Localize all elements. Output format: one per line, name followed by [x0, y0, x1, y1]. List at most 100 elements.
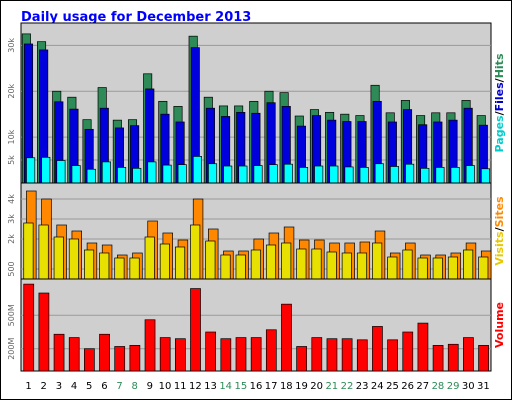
traffic-tick-label: 5k: [7, 155, 16, 165]
day-label-11: 11: [174, 381, 187, 392]
traffic-bar-pages-day-29: [450, 167, 460, 184]
visits-tick-label: 4k: [7, 194, 16, 204]
visits-bar-sites-day-30: [463, 249, 474, 280]
volume-bar-volume-day-4: [68, 337, 80, 372]
day-label-10: 10: [159, 381, 172, 392]
traffic-bar-pages-day-8: [132, 167, 142, 184]
day-label-14: 14: [219, 381, 232, 392]
day-label-24: 24: [371, 381, 384, 392]
traffic-tick-label: 20k: [7, 83, 16, 98]
chart-panels: 5k10k20k30kPages/Files/Hits5002k3k4kVisi…: [7, 22, 506, 372]
visits-bar-sites-day-26: [402, 249, 413, 280]
traffic-bar-pages-day-2: [41, 156, 51, 184]
visits-tick-label: 3k: [7, 214, 16, 224]
traffic-legend-files: Files: [493, 82, 506, 112]
traffic-bar-pages-day-27: [420, 167, 430, 184]
x-axis-day-labels: 1 2 3 4 5 6 7 8 9 10 11 12 13 14 15 16 17 18 19 20 21 22 23 24 2…: [25, 381, 489, 392]
volume-bar-volume-day-25: [387, 339, 398, 372]
day-label-2: 2: [41, 381, 47, 392]
visits-bar-sites-day-21: [326, 251, 337, 280]
visits-bar-sites-day-6: [99, 252, 110, 280]
traffic-bar-pages-day-13: [208, 163, 218, 184]
visits-bar-sites-day-23: [356, 252, 368, 280]
volume-bar-volume-day-5: [84, 348, 95, 372]
traffic-bar-pages-day-19: [299, 167, 309, 184]
day-label-12: 12: [189, 381, 202, 392]
day-label-21: 21: [325, 381, 338, 392]
day-label-31: 31: [477, 381, 490, 392]
volume-bar-volume-day-30: [463, 337, 474, 372]
day-label-9: 9: [147, 381, 153, 392]
day-label-18: 18: [280, 381, 293, 392]
day-label-1: 1: [25, 381, 31, 392]
volume-panel: 200M 500M Volume: [7, 278, 506, 372]
visits-bar-sites-day-18: [281, 242, 292, 280]
visits-bar-sites-day-25: [387, 256, 398, 280]
visits-bar-sites-day-1: [23, 222, 34, 280]
day-label-15: 15: [234, 381, 247, 392]
chart-title: Daily usage for December 2013: [21, 10, 251, 25]
day-label-22: 22: [341, 381, 354, 392]
volume-bar-volume-day-2: [38, 292, 50, 372]
day-label-29: 29: [447, 381, 460, 392]
visits-legend-sites: Sites: [493, 196, 506, 227]
day-label-3: 3: [56, 381, 62, 392]
volume-bar-volume-day-14: [220, 338, 232, 372]
volume-bar-volume-day-26: [402, 331, 414, 372]
day-label-23: 23: [356, 381, 369, 392]
volume-bar-volume-day-7: [114, 346, 126, 372]
volume-bar-volume-day-1: [23, 283, 35, 372]
volume-tick-label: 500M: [7, 304, 16, 326]
visits-panel: 500 2k 3k 4k Visits/Sites: [7, 182, 506, 280]
visits-bar-sites-day-4: [68, 238, 79, 280]
visits-bar-sites-day-2: [38, 224, 49, 280]
volume-tick-label: 200M: [7, 338, 16, 360]
traffic-bar-pages-day-26: [405, 163, 415, 184]
volume-bar-volume-day-19: [296, 346, 307, 372]
traffic-legend-separator: /: [493, 77, 506, 82]
traffic-bar-pages-day-6: [101, 161, 111, 184]
traffic-legend: Pages/Files/Hits: [493, 53, 506, 152]
day-label-27: 27: [416, 381, 429, 392]
visits-bar-sites-day-28: [432, 257, 443, 280]
day-label-6: 6: [101, 381, 107, 392]
volume-bar-volume-day-20: [311, 337, 323, 372]
traffic-bar-pages-day-5: [86, 168, 96, 184]
day-label-30: 30: [462, 381, 475, 392]
visits-bar-sites-day-5: [84, 249, 95, 280]
traffic-bar-pages-day-23: [359, 167, 369, 184]
traffic-bar-pages-day-16: [253, 165, 263, 184]
visits-bar-sites-day-11: [174, 246, 186, 280]
traffic-bar-pages-day-12: [192, 156, 202, 184]
visits-tick-label: 500: [7, 261, 16, 276]
volume-bar-volume-day-10: [159, 337, 171, 372]
traffic-bar-pages-day-7: [117, 167, 127, 184]
traffic-bar-pages-day-28: [435, 167, 445, 184]
visits-bar-sites-day-20: [311, 248, 322, 280]
traffic-bar-pages-day-22: [344, 166, 354, 184]
traffic-bar-pages-day-20: [314, 165, 324, 184]
traffic-bar-pages-day-9: [147, 161, 157, 184]
traffic-bar-pages-day-25: [389, 166, 400, 184]
volume-bar-volume-day-13: [205, 331, 217, 372]
visits-bar-sites-day-24: [372, 242, 383, 280]
visits-bar-sites-day-31: [478, 256, 489, 280]
visits-bar-sites-day-10: [159, 243, 170, 280]
day-label-5: 5: [86, 381, 92, 392]
visits-bar-sites-day-22: [341, 252, 352, 280]
volume-bar-volume-day-22: [341, 338, 353, 372]
day-label-16: 16: [250, 381, 263, 392]
traffic-tick-label: 30k: [7, 38, 16, 53]
volume-bar-volume-day-12: [190, 288, 201, 372]
volume-bar-volume-day-11: [174, 338, 186, 372]
visits-bar-sites-day-19: [296, 248, 307, 280]
volume-bar-volume-day-23: [356, 339, 368, 372]
traffic-bar-pages-day-14: [223, 165, 233, 184]
visits-legend-separator: /: [493, 226, 506, 231]
volume-bar-volume-day-6: [99, 333, 110, 372]
volume-bar-volume-day-15: [235, 337, 247, 372]
volume-bar-volume-day-31: [478, 345, 489, 372]
traffic-bar-pages-day-30: [465, 165, 475, 184]
visits-bar-sites-day-3: [53, 236, 64, 280]
